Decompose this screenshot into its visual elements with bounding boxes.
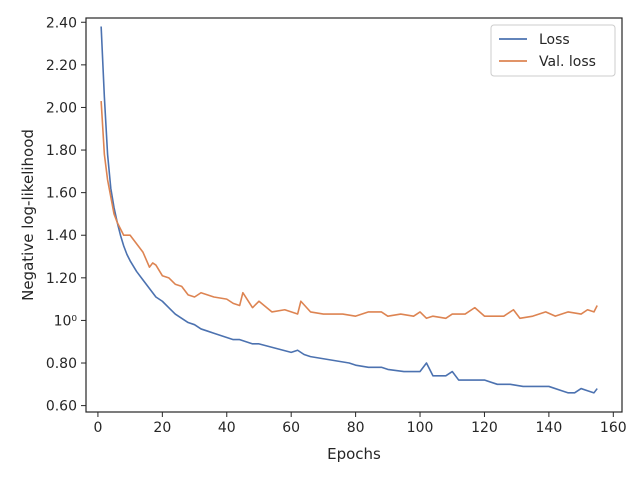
series-line-val-loss <box>100 101 598 320</box>
legend-label-val-loss: Val. loss <box>539 54 596 70</box>
x-tick-label: 80 <box>347 420 365 436</box>
y-tick-label: 1.40 <box>46 228 77 244</box>
x-tick-label: 140 <box>536 420 563 436</box>
x-tick-label: 20 <box>153 420 171 436</box>
x-tick-label: 120 <box>471 420 498 436</box>
y-axis-label: Negative log-likelihood <box>19 129 37 301</box>
y-tick-label: 2.40 <box>46 15 77 31</box>
x-tick-label: 40 <box>218 420 236 436</box>
x-tick-label: 60 <box>282 420 300 436</box>
x-axis-label: Epochs <box>327 445 381 463</box>
y-tick-label: 2.00 <box>46 100 77 116</box>
y-tick-label: 0.60 <box>46 399 77 415</box>
plot-area-frame <box>85 17 623 413</box>
y-tick-label: 0.80 <box>46 356 77 372</box>
y-axis-ticks: 0.60 0.80 10⁰ 1.20 1.40 1.60 1.80 2.00 2.20 2.40 <box>46 15 86 415</box>
y-tick-label: 10⁰ <box>54 313 78 329</box>
x-tick-label: 0 <box>93 420 102 436</box>
x-tick-label: 100 <box>407 420 434 436</box>
series-line-loss <box>100 26 598 394</box>
plot-lines <box>100 26 598 394</box>
y-tick-label: 1.60 <box>46 186 77 202</box>
legend-label-loss: Loss <box>539 32 570 48</box>
legend: Loss Val. loss <box>490 24 616 77</box>
legend-box <box>490 24 616 77</box>
y-tick-label: 2.20 <box>46 58 77 74</box>
y-tick-label: 1.80 <box>46 143 77 159</box>
x-axis-ticks: 0 20 40 60 80 100 120 140 160 <box>93 412 627 436</box>
y-tick-label: 1.20 <box>46 271 77 287</box>
x-tick-label: 160 <box>600 420 627 436</box>
